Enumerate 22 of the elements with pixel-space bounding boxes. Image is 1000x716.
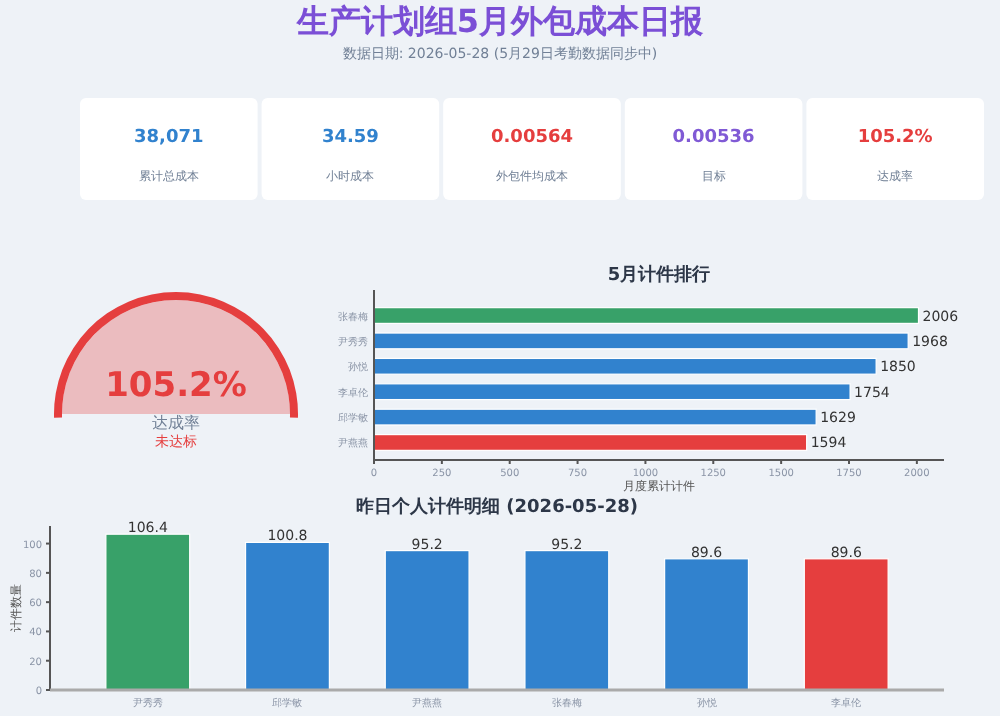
bar: [803, 558, 889, 691]
bar: [524, 550, 610, 691]
bar: [373, 307, 920, 324]
bar: [384, 550, 470, 691]
bar: [664, 558, 750, 691]
bar: [373, 357, 877, 375]
text: 38,071: [134, 128, 204, 148]
text: 达成率: [152, 414, 200, 432]
text: 105.2%: [105, 366, 247, 406]
text: 105.2%: [857, 128, 933, 148]
chart-title: 昨日个人计件明细 (2026-05-28): [356, 496, 638, 518]
text: 生产计划组5月外包成本日报: [294, 2, 706, 40]
bar: [373, 332, 909, 350]
text: 0.00564: [491, 128, 573, 148]
bar: [373, 434, 808, 451]
text: 0.00536: [672, 128, 755, 148]
bar: [244, 541, 330, 691]
bar: [373, 383, 851, 401]
bar: [373, 408, 817, 426]
chart-title: 5月计件排行: [607, 264, 711, 286]
bar: [105, 533, 191, 691]
text: 34.59: [321, 128, 379, 148]
